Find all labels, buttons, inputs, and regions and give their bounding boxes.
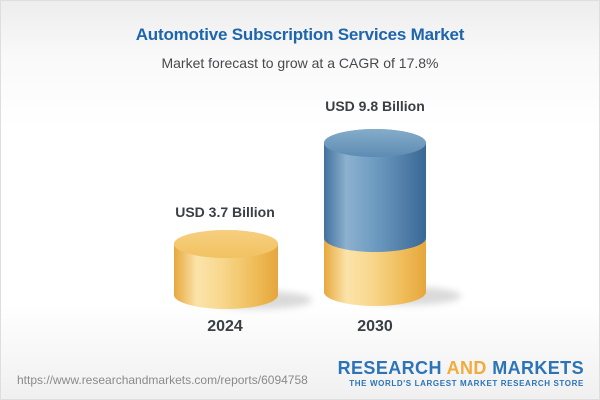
category-label-2030: 2030 [357, 318, 393, 335]
bar-2030-cylinder [324, 129, 461, 306]
value-label-2030: USD 9.8 Billion [325, 98, 425, 114]
category-label-2024: 2024 [207, 318, 243, 335]
logo-wordmark: RESEARCH AND MARKETS [338, 359, 584, 377]
logo-word-markets: MARKETS [492, 358, 584, 378]
logo-tagline: THE WORLD'S LARGEST MARKET RESEARCH STOR… [349, 379, 584, 388]
bar-2024-cylinder [174, 230, 312, 309]
research-and-markets-logo: RESEARCH AND MARKETS THE WORLD'S LARGEST… [338, 359, 584, 388]
logo-word-research: RESEARCH [337, 358, 442, 378]
chart-subtitle: Market forecast to grow at a CAGR of 17.… [161, 55, 439, 71]
bar-2024-top [174, 230, 278, 258]
chart-title: Automotive Subscription Services Market [135, 25, 465, 44]
bar-2030-top [324, 129, 426, 157]
logo-word-and: AND [446, 358, 487, 378]
bar-2030-growth-segment [324, 129, 426, 252]
report-url: https://www.researchandmarkets.com/repor… [17, 373, 308, 387]
value-label-2024: USD 3.7 Billion [175, 204, 275, 220]
